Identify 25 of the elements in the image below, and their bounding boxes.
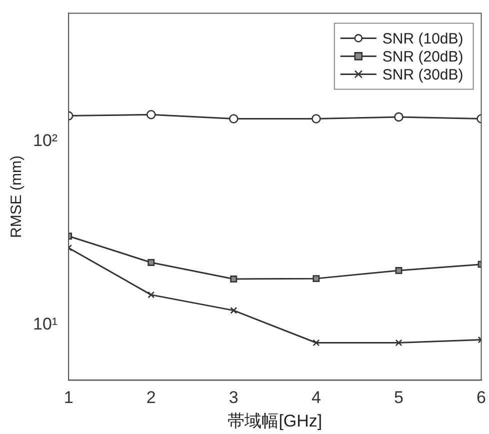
- legend-label: SNR (20dB): [382, 48, 464, 66]
- point: [395, 267, 402, 274]
- x-tick-label: 5: [394, 388, 404, 408]
- x-axis-title: 帯域幅[GHz]: [228, 411, 322, 430]
- point: [394, 112, 404, 122]
- point: [148, 291, 155, 298]
- point: [148, 259, 155, 266]
- point: [230, 276, 238, 282]
- point: [312, 114, 321, 124]
- point: [230, 306, 238, 314]
- point: [395, 339, 402, 346]
- legend-label: SNR (30dB): [382, 66, 464, 84]
- y-tick-label: 10¹: [32, 314, 58, 334]
- y-tick-label: 10²: [32, 131, 58, 150]
- x-tick-label: 3: [228, 388, 238, 408]
- y-axis-title: RMSE (mm): [8, 155, 26, 238]
- x-tick-label: 4: [311, 388, 321, 408]
- legend-label: SNR (10dB): [382, 30, 464, 48]
- point: [312, 275, 320, 282]
- point: [229, 114, 238, 124]
- point: [312, 339, 320, 346]
- point: [146, 110, 156, 120]
- x-tick-label: 2: [146, 388, 156, 408]
- x-tick-label: 6: [476, 388, 486, 408]
- x-tick-label: 1: [64, 388, 74, 408]
